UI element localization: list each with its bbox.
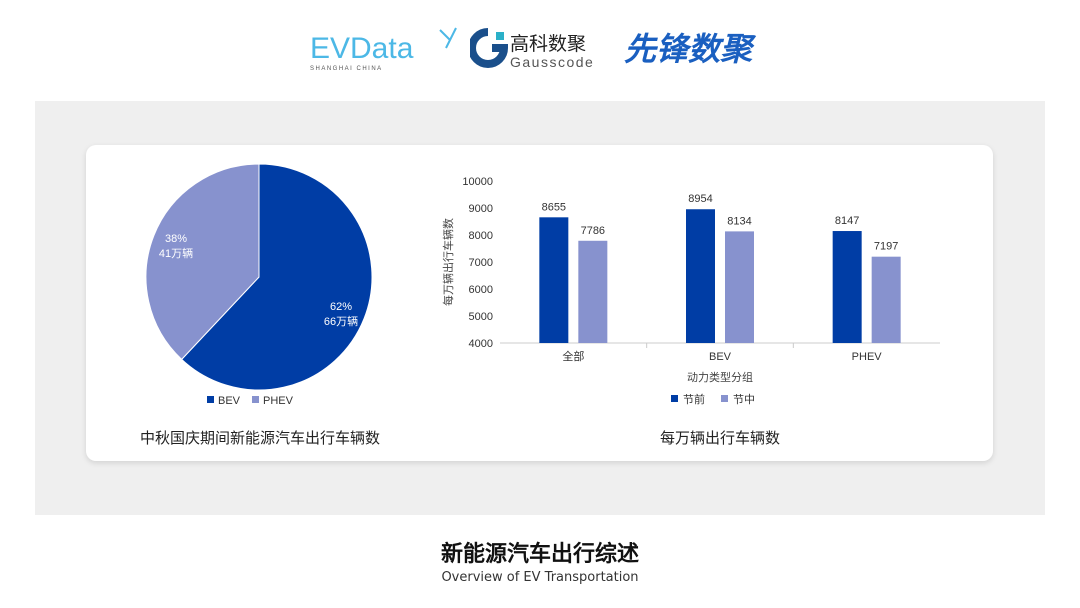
y-tick-label: 10000 <box>462 176 493 188</box>
data-label: 8134 <box>727 215 751 227</box>
legend-swatch <box>207 396 214 403</box>
legend-swatch <box>671 395 678 402</box>
bar <box>832 231 862 343</box>
y-axis-label: 每万辆出行车辆数 <box>441 218 455 306</box>
page-subtitle: Overview of EV Transportation <box>441 570 639 585</box>
pie-value-label: 41万辆 <box>159 246 193 260</box>
bar <box>871 256 901 343</box>
evdata-logo: EVData SHANGHAI CHINA <box>310 27 457 72</box>
pie-slice-phev <box>145 163 260 361</box>
pie-slice-bev <box>180 163 373 391</box>
x-tick-label: 全部 <box>562 349 584 363</box>
gausscode-logo: 高科数聚 Gausscode <box>470 28 594 70</box>
legend-swatch <box>721 395 728 402</box>
y-tick-label: 5000 <box>469 311 493 323</box>
xianfeng-logo: 先锋数聚 <box>624 31 757 67</box>
data-label: 8954 <box>688 193 712 205</box>
y-tick-label: 9000 <box>469 203 493 215</box>
legend-label: BEV <box>218 395 241 407</box>
x-tick-label: PHEV <box>852 351 883 363</box>
pie-value-label: 66万辆 <box>324 314 358 328</box>
pie-percent-label: 38% <box>165 233 187 245</box>
bar <box>539 217 569 343</box>
bar <box>686 209 715 343</box>
page-title: 新能源汽车出行综述 <box>440 542 639 567</box>
svg-text:SHANGHAI CHINA: SHANGHAI CHINA <box>310 66 383 72</box>
svg-text:高科数聚: 高科数聚 <box>510 33 586 55</box>
data-label: 7786 <box>581 225 605 237</box>
y-tick-label: 6000 <box>469 284 493 296</box>
bar <box>725 231 754 343</box>
pie-percent-label: 62% <box>330 301 352 313</box>
bar <box>578 240 608 343</box>
y-tick-label: 4000 <box>469 338 493 350</box>
y-tick-label: 7000 <box>469 257 493 269</box>
pie-caption: 中秋国庆期间新能源汽车出行车辆数 <box>139 429 380 447</box>
legend-label: PHEV <box>263 395 294 407</box>
svg-text:Gausscode: Gausscode <box>510 54 594 70</box>
bar-caption: 每万辆出行车辆数 <box>659 429 780 447</box>
y-tick-label: 8000 <box>469 230 493 242</box>
svg-text:EVData: EVData <box>310 32 414 65</box>
x-tick-label: BEV <box>709 351 732 363</box>
logo-bar: EVData SHANGHAI CHINA 高科数聚 Gausscode 先锋数… <box>0 22 1080 72</box>
x-axis-label: 动力类型分组 <box>687 370 753 384</box>
data-label: 8655 <box>542 201 566 213</box>
svg-text:先锋数聚: 先锋数聚 <box>624 31 757 67</box>
data-label: 8147 <box>835 215 859 227</box>
legend-swatch <box>252 396 259 403</box>
legend-label: 节中 <box>733 393 755 406</box>
legend-label: 节前 <box>683 392 705 406</box>
data-label: 7197 <box>874 241 898 253</box>
